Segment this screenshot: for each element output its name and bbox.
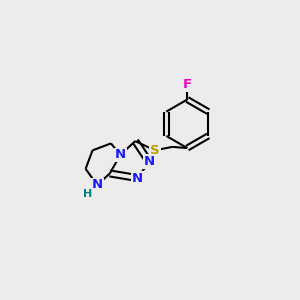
- Text: N: N: [115, 148, 126, 161]
- Text: H: H: [83, 189, 92, 199]
- Text: N: N: [92, 178, 103, 191]
- Text: N: N: [132, 172, 143, 184]
- Text: F: F: [183, 78, 192, 91]
- Text: S: S: [150, 144, 160, 157]
- Text: N: N: [144, 155, 155, 168]
